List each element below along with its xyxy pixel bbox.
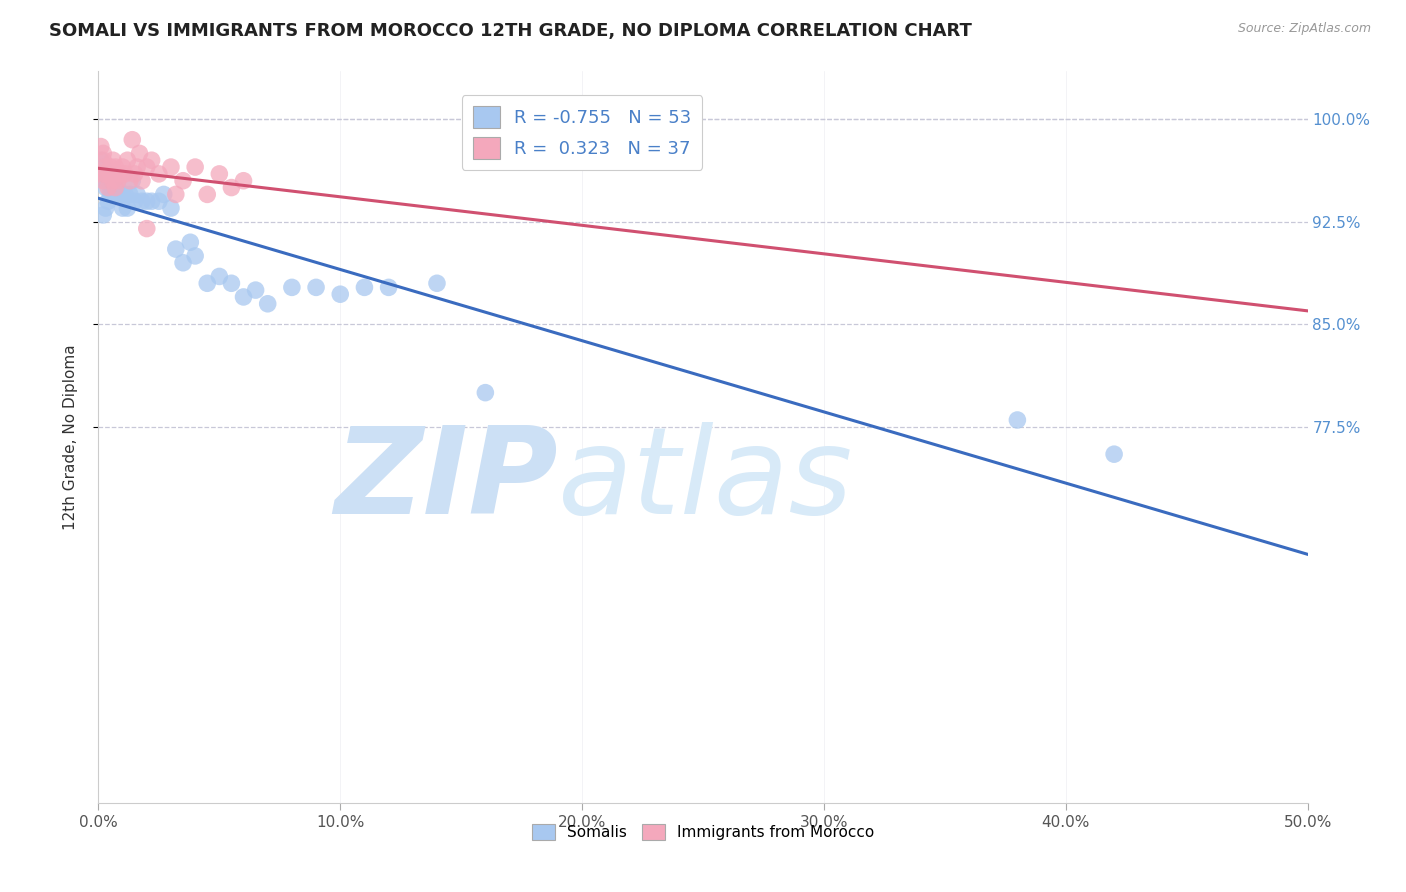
Point: [127, 160, 149, 174]
Point: [100, 174, 122, 188]
Point: [124, 194, 146, 209]
Point: [1007, 413, 1029, 427]
Point: [90, 160, 112, 174]
Point: [221, 180, 243, 194]
Point: [1102, 447, 1125, 461]
Point: [127, 187, 149, 202]
Point: [165, 187, 187, 202]
Point: [165, 242, 187, 256]
Point: [90, 139, 112, 153]
Point: [101, 187, 124, 202]
Point: [108, 167, 131, 181]
Point: [184, 249, 207, 263]
Point: [256, 297, 278, 311]
Point: [281, 280, 304, 294]
Point: [114, 187, 136, 202]
Y-axis label: 12th Grade, No Diploma: 12th Grade, No Diploma: [63, 344, 77, 530]
Point: [160, 201, 183, 215]
Text: atlas: atlas: [558, 423, 853, 540]
Point: [91, 146, 114, 161]
Point: [111, 201, 134, 215]
Point: [107, 180, 129, 194]
Point: [97, 174, 120, 188]
Point: [474, 385, 496, 400]
Point: [128, 146, 150, 161]
Point: [124, 167, 146, 181]
Point: [101, 153, 124, 168]
Point: [108, 187, 131, 202]
Point: [111, 187, 134, 202]
Point: [91, 167, 114, 181]
Point: [117, 153, 139, 168]
Point: [131, 194, 153, 209]
Point: [91, 174, 114, 188]
Point: [94, 167, 117, 181]
Point: [97, 194, 120, 209]
Point: [208, 167, 231, 181]
Point: [104, 180, 127, 194]
Point: [377, 280, 399, 294]
Text: ZIP: ZIP: [335, 423, 558, 540]
Point: [135, 160, 157, 174]
Point: [107, 174, 129, 188]
Point: [172, 256, 194, 270]
Point: [152, 187, 174, 202]
Point: [195, 187, 218, 202]
Point: [90, 153, 112, 168]
Point: [100, 167, 122, 181]
Point: [104, 174, 127, 188]
Point: [94, 167, 117, 181]
Point: [160, 160, 183, 174]
Point: [232, 290, 254, 304]
Point: [91, 208, 114, 222]
Point: [329, 287, 352, 301]
Point: [101, 174, 124, 188]
Point: [90, 167, 112, 181]
Point: [114, 167, 136, 181]
Point: [117, 201, 139, 215]
Point: [111, 160, 134, 174]
Point: [305, 280, 328, 294]
Point: [91, 160, 114, 174]
Point: [131, 174, 153, 188]
Point: [148, 167, 170, 181]
Point: [100, 187, 122, 202]
Point: [121, 133, 143, 147]
Point: [104, 160, 127, 174]
Point: [101, 174, 124, 188]
Point: [141, 194, 163, 209]
Legend: Somalis, Immigrants from Morocco: Somalis, Immigrants from Morocco: [526, 818, 880, 847]
Point: [148, 194, 170, 209]
Point: [118, 187, 141, 202]
Text: Source: ZipAtlas.com: Source: ZipAtlas.com: [1237, 22, 1371, 36]
Point: [141, 153, 163, 168]
Point: [100, 180, 122, 194]
Point: [94, 180, 117, 194]
Point: [208, 269, 231, 284]
Point: [426, 277, 449, 291]
Point: [91, 153, 114, 168]
Point: [118, 174, 141, 188]
Point: [97, 180, 120, 194]
Point: [94, 174, 117, 188]
Point: [195, 277, 218, 291]
Point: [121, 174, 143, 188]
Point: [184, 160, 207, 174]
Point: [353, 280, 375, 294]
Point: [245, 283, 267, 297]
Point: [221, 277, 243, 291]
Point: [135, 194, 157, 209]
Point: [100, 160, 122, 174]
Point: [172, 174, 194, 188]
Point: [94, 201, 117, 215]
Point: [135, 221, 157, 235]
Point: [94, 160, 117, 174]
Point: [232, 174, 254, 188]
Point: [179, 235, 201, 250]
Point: [104, 187, 127, 202]
Text: SOMALI VS IMMIGRANTS FROM MOROCCO 12TH GRADE, NO DIPLOMA CORRELATION CHART: SOMALI VS IMMIGRANTS FROM MOROCCO 12TH G…: [49, 22, 972, 40]
